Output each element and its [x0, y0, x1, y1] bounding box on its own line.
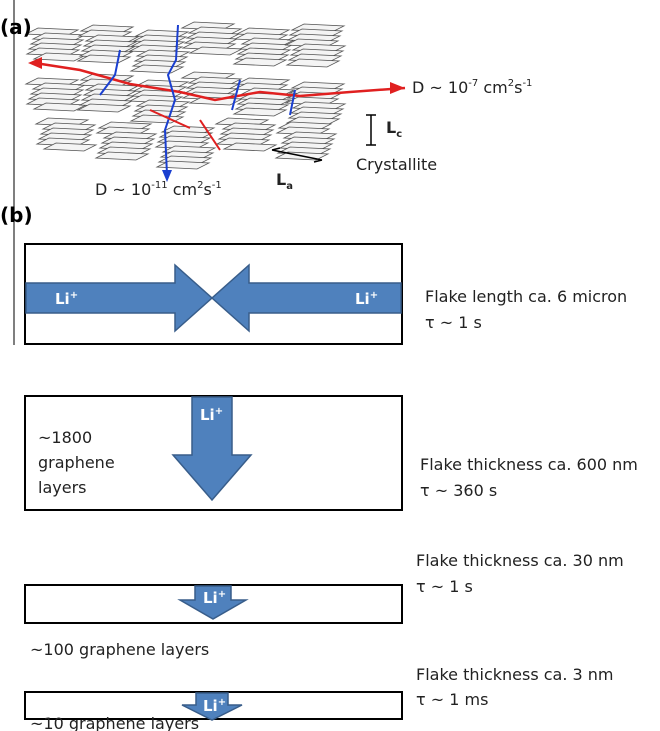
figure: (a) D ~ 10-7 cm2s-1 Lc La Crystallite D … — [0, 0, 660, 731]
time: τ ~ 360 s — [420, 481, 497, 500]
sub: c — [396, 129, 402, 140]
layers: ~1800 — [38, 428, 92, 447]
panel-label: (b) — [0, 203, 33, 227]
panel-label: (a) — [0, 15, 32, 39]
sup: -1 — [522, 78, 532, 89]
text: L — [386, 118, 396, 137]
text: Li — [203, 589, 218, 607]
sup: -7 — [468, 78, 478, 89]
layers: layers — [38, 478, 86, 497]
text: Li — [203, 697, 218, 715]
sup: + — [370, 290, 378, 301]
la-label: La — [276, 170, 293, 192]
diffusion-in-plane: D ~ 10-7 cm2s-1 — [412, 78, 532, 97]
time: τ ~ 1 ms — [416, 690, 488, 709]
diffusion-cross: D ~ 10-11 cm2s-1 — [95, 180, 222, 199]
layers: ~100 graphene layers — [30, 640, 209, 659]
text: cm — [478, 78, 507, 97]
lc-label: Lc — [386, 118, 402, 140]
text: cm — [168, 180, 197, 199]
text: L — [276, 170, 286, 189]
text: D ~ 10 — [412, 78, 468, 97]
time: τ ~ 1 s — [425, 313, 482, 332]
text: Li — [355, 290, 370, 308]
text: Li — [55, 290, 70, 308]
description: Flake thickness ca. 3 nm — [416, 665, 614, 684]
description: Flake thickness ca. 30 nm — [416, 551, 624, 570]
text: s — [203, 180, 211, 199]
layers: graphene — [38, 453, 115, 472]
description: Flake length ca. 6 micron — [425, 287, 627, 306]
crystallite: Crystallite — [356, 155, 437, 174]
sup: -1 — [212, 180, 222, 191]
arrow-head — [390, 82, 405, 94]
layers: ~10 graphene layers — [30, 714, 199, 731]
text: s — [514, 78, 522, 97]
text: Li — [200, 406, 215, 424]
description: Flake thickness ca. 600 nm — [420, 455, 638, 474]
time: τ ~ 1 s — [416, 577, 473, 596]
lc-bracket — [366, 115, 376, 145]
sup: + — [70, 290, 78, 301]
sub: a — [286, 181, 293, 192]
sup: + — [215, 406, 223, 417]
sup: -11 — [151, 180, 167, 191]
sup: + — [218, 697, 226, 708]
text: D ~ 10 — [95, 180, 151, 199]
sup: + — [218, 589, 226, 600]
